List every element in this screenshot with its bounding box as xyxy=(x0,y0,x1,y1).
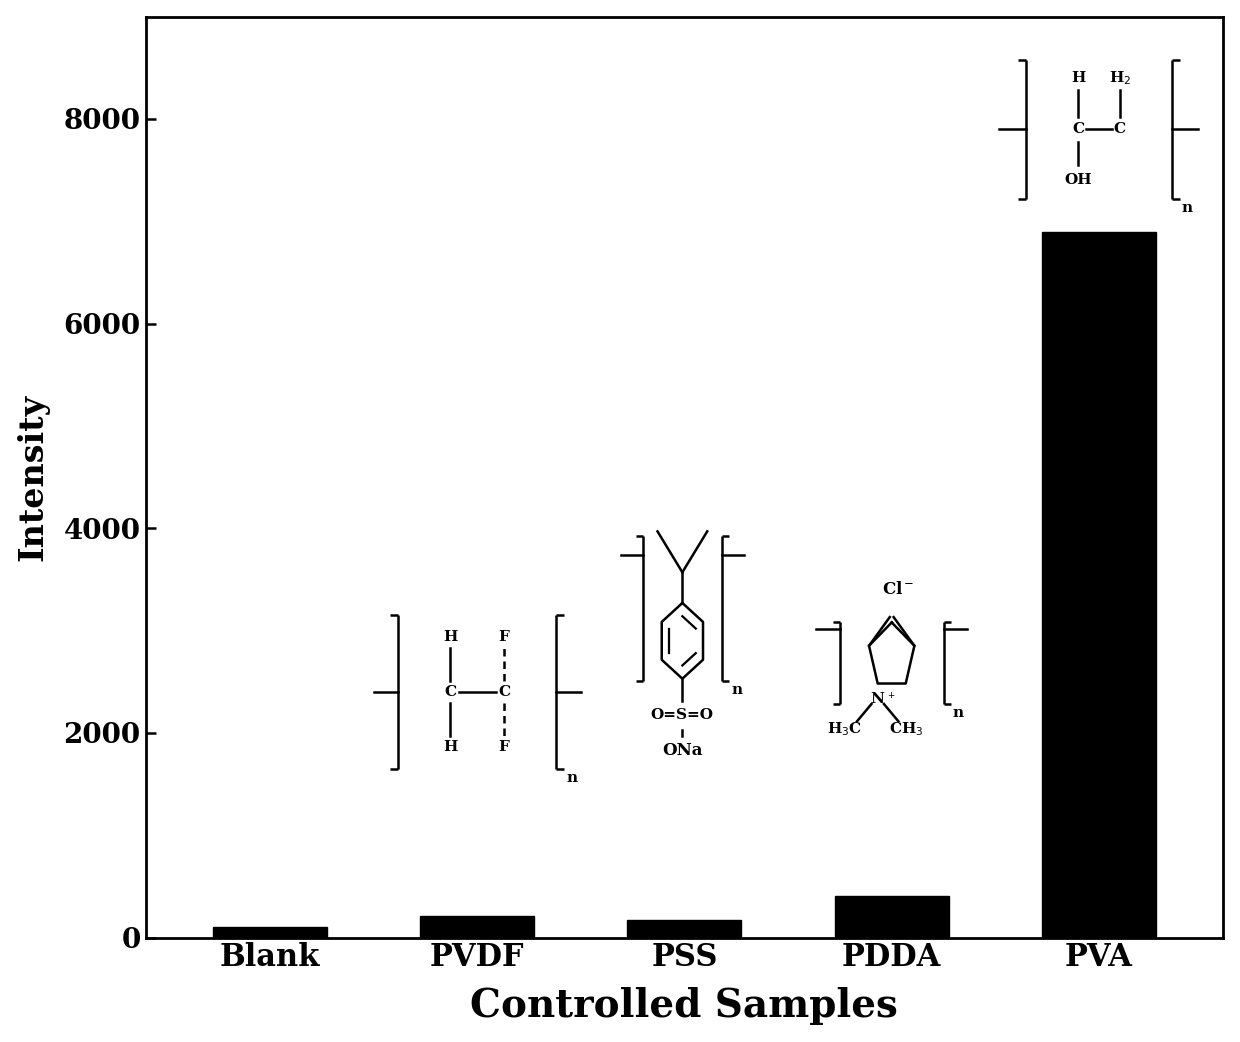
Text: O=S=O: O=S=O xyxy=(651,708,714,721)
Text: OH: OH xyxy=(1064,173,1092,188)
Text: N: N xyxy=(870,692,884,705)
Text: n: n xyxy=(732,683,743,697)
Text: H: H xyxy=(443,629,458,644)
Text: CH$_3$: CH$_3$ xyxy=(889,721,924,739)
Text: H: H xyxy=(1071,71,1085,85)
Text: H: H xyxy=(443,740,458,754)
Text: H$_2$: H$_2$ xyxy=(1109,69,1131,86)
Text: H$_3$C: H$_3$C xyxy=(827,721,862,739)
Bar xyxy=(835,896,949,938)
Text: n: n xyxy=(952,706,963,720)
Text: Cl$^-$: Cl$^-$ xyxy=(882,581,914,598)
Bar xyxy=(627,920,742,938)
Text: C: C xyxy=(1114,122,1126,137)
Bar xyxy=(420,916,534,938)
Text: $^+$: $^+$ xyxy=(887,692,897,704)
X-axis label: Controlled Samples: Controlled Samples xyxy=(470,988,898,1025)
Y-axis label: Intensity: Intensity xyxy=(16,394,50,561)
Text: C: C xyxy=(444,685,456,699)
Text: C: C xyxy=(1073,122,1084,137)
Bar xyxy=(1042,231,1156,938)
Text: C: C xyxy=(498,685,510,699)
Text: F: F xyxy=(498,740,510,754)
Text: ONa: ONa xyxy=(662,742,703,759)
Text: n: n xyxy=(567,771,578,785)
Text: n: n xyxy=(1182,201,1193,215)
Bar xyxy=(213,927,327,938)
Text: F: F xyxy=(498,629,510,644)
